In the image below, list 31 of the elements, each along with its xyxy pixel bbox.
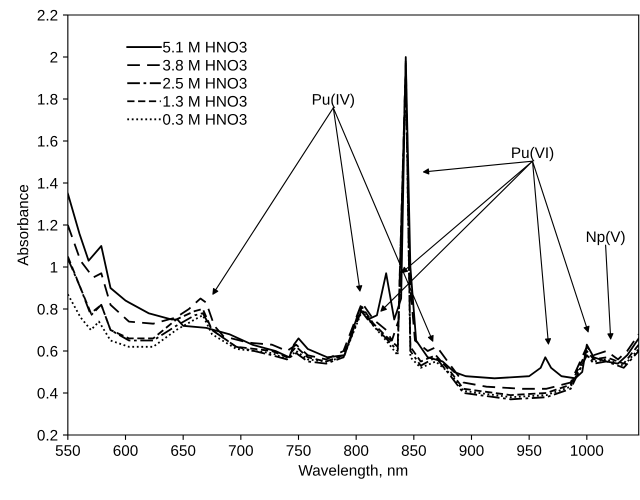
x-tick-label: 550 <box>56 445 80 456</box>
y-tick-label: 2.2 <box>38 10 58 21</box>
y-tick-label: 0.4 <box>37 388 58 399</box>
x-tick-label: 650 <box>171 445 196 456</box>
x-tick-label: 700 <box>228 445 253 456</box>
y-tick-label: 0.2 <box>37 430 58 441</box>
y-tick-label: 0.6 <box>37 346 58 357</box>
x-tick-label: 1000 <box>570 445 604 456</box>
legend-label: 3.8 M HNO3 <box>162 60 247 71</box>
y-tick-label: 1.8 <box>38 94 58 105</box>
x-tick-label: 850 <box>402 445 426 456</box>
x-tick-label: 800 <box>344 445 368 456</box>
annotation: Pu(IV) <box>312 94 354 108</box>
x-tick-label: 900 <box>459 445 484 456</box>
legend-label: 5.1 M HNO3 <box>163 42 247 53</box>
y-tick-label: 1.6 <box>38 136 58 147</box>
x-tick-label: 950 <box>517 445 542 456</box>
legend-label: 1.3 M HNO3 <box>164 96 247 107</box>
x-tick-label: 750 <box>286 445 311 456</box>
y-tick-label: 0.8 <box>37 304 58 315</box>
y-tick-label: 1 <box>50 262 58 273</box>
legend-label: 0.3 M HNO3 <box>162 114 247 125</box>
legend-label: 2.5 M HNO3 <box>163 78 247 89</box>
y-tick-label: 1.2 <box>38 220 58 231</box>
annotation: Np(V) <box>586 230 625 246</box>
annotation: Pu(VI) <box>512 146 554 162</box>
y-tick-label: 1.4 <box>38 178 58 189</box>
y-axis-title: Absorbance <box>17 184 28 266</box>
y-tick-label: 2 <box>50 52 58 63</box>
x-axis-title: Wavelength, nm <box>298 464 408 479</box>
x-tick-label: 600 <box>114 445 138 456</box>
